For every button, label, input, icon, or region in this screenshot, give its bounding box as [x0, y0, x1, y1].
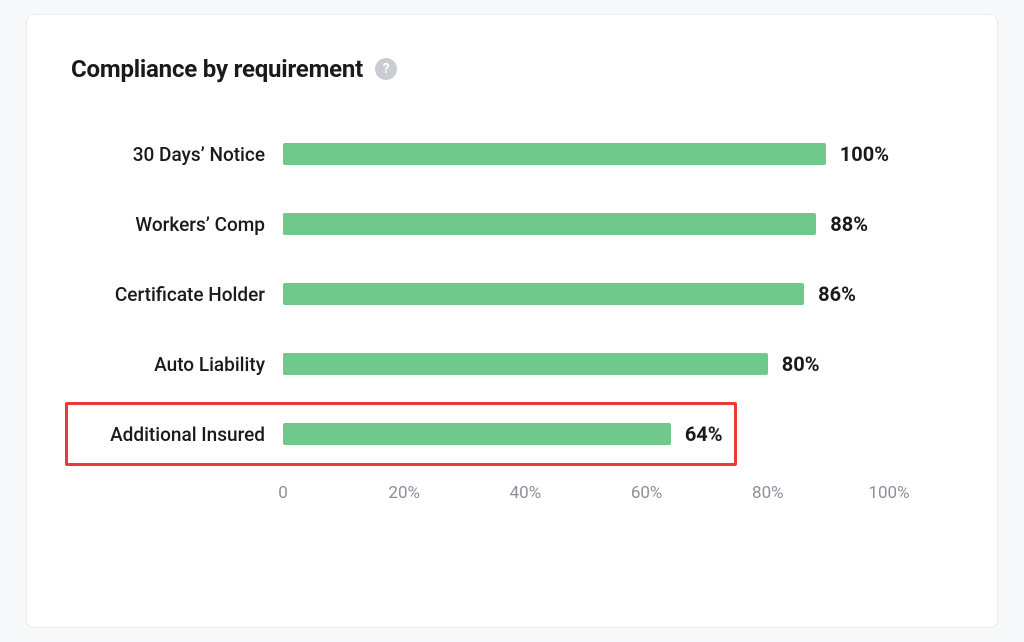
- axis-ticks: 020%40%60%80%100%: [283, 483, 953, 507]
- axis-tick: 100%: [868, 483, 909, 503]
- bar-fill: [283, 353, 768, 375]
- bar-track: 80%: [283, 353, 953, 375]
- bar-fill: [283, 213, 816, 235]
- chart-row: Auto Liability 80%: [71, 329, 953, 399]
- bar-track: 88%: [283, 213, 953, 235]
- bar-fill: [283, 283, 804, 305]
- row-label: Auto Liability: [71, 353, 283, 376]
- compliance-card: Compliance by requirement ? 30 Days’ Not…: [26, 14, 998, 628]
- chart-row: Certificate Holder 86%: [71, 259, 953, 329]
- axis-tick: 20%: [388, 483, 420, 503]
- row-label: Workers’ Comp: [71, 213, 283, 236]
- bar-value-label: 100%: [840, 142, 889, 166]
- chart-row: 30 Days’ Notice 100%: [71, 119, 953, 189]
- chart-row: Workers’ Comp 88%: [71, 189, 953, 259]
- bar-value-label: 86%: [818, 282, 856, 306]
- row-label: Additional Insured: [71, 423, 283, 446]
- row-label: Certificate Holder: [71, 283, 283, 306]
- chart-row: Additional Insured 64%: [71, 399, 953, 469]
- compliance-chart: 30 Days’ Notice 100% Workers’ Comp 88% Certi…: [71, 119, 953, 469]
- bar-value-label: 80%: [782, 352, 820, 376]
- row-label: 30 Days’ Notice: [71, 143, 283, 166]
- chart-title: Compliance by requirement: [71, 55, 363, 83]
- bar-value-label: 88%: [830, 212, 868, 236]
- bar-fill: [283, 423, 671, 445]
- axis-tick: 0: [278, 483, 288, 503]
- help-icon[interactable]: ?: [375, 58, 397, 80]
- bar-fill: [283, 143, 826, 165]
- axis-tick: 60%: [631, 483, 663, 503]
- page-wrapper: Compliance by requirement ? 30 Days’ Not…: [0, 0, 1024, 642]
- title-row: Compliance by requirement ?: [71, 55, 953, 83]
- bar-value-label: 64%: [685, 422, 723, 446]
- bar-track: 64%: [283, 423, 953, 445]
- x-axis: 0 20% 40% 60% 80% 100%: [71, 483, 953, 507]
- axis-tick: 40%: [510, 483, 542, 503]
- bar-track: 100%: [283, 143, 953, 165]
- bar-track: 86%: [283, 283, 953, 305]
- axis-tick: 80%: [752, 483, 784, 503]
